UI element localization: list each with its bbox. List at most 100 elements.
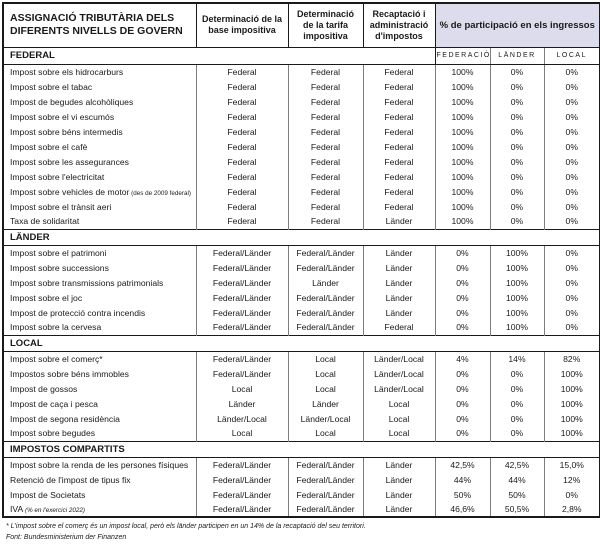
cell-federacio: 42,5%: [435, 457, 491, 472]
section-row: IMPOSTOS COMPARTITS: [3, 440, 600, 458]
cell-federacio: 46,6%: [435, 502, 491, 517]
cell-recaptacio: Länder/Local: [363, 351, 436, 366]
cell-local: 0%: [565, 489, 578, 500]
cell-lander: 50,5%: [490, 502, 545, 517]
cell-recaptacio: Länder: [363, 275, 436, 290]
cell-tarifa: Local: [288, 351, 364, 366]
cell-base: Federal: [196, 184, 289, 199]
cell-lander: 0%: [490, 94, 545, 109]
section-header-federal: FEDERAL: [3, 47, 436, 65]
cell-recaptacio: Länder: [363, 245, 436, 260]
cell-tax-name: Impost de begudes alcohòliques: [3, 94, 197, 109]
cell-lander: 0%: [490, 366, 545, 381]
cell-local: 0%: [565, 262, 578, 273]
cell-tarifa: Local: [288, 366, 364, 381]
cell-tarifa: Federal: [288, 109, 364, 124]
cell-base: Federal: [196, 94, 289, 109]
cell-tax-name: Impost sobre les assegurances: [3, 154, 197, 169]
cell-local: 100%: [560, 398, 583, 409]
cell-federacio: 100%: [435, 109, 491, 124]
cell-base: Local: [196, 381, 289, 396]
cell-recaptacio: Federal: [363, 124, 436, 139]
cell-tax-name: Impost sobre el cafè: [3, 139, 197, 154]
cell-lander: 0%: [490, 214, 545, 229]
cell-local: 100%: [560, 428, 583, 439]
cell-tax-name: Impost sobre la cervesa: [3, 320, 197, 335]
subcolumn-local: LOCAL: [544, 47, 600, 65]
cell-tax-name: Impost sobre vehicles de motor (des de 2…: [3, 184, 197, 199]
cell-base: Federal/Länder: [196, 502, 289, 517]
cell-local: 12%: [563, 474, 581, 485]
table-row: Impost sobre transmissions patrimonials F…: [3, 275, 600, 290]
cell-local: 15,0%: [559, 459, 584, 470]
subcolumn-federacio: FEDERACIÓ: [435, 47, 491, 65]
column-header-recaptacio: Recaptació i administració d'impostos: [363, 3, 436, 48]
section-header-local: LOCAL: [3, 334, 600, 352]
cell-recaptacio: Länder/Local: [363, 366, 436, 381]
cell-lander: 0%: [490, 124, 545, 139]
cell-tarifa: Federal/Länder: [288, 260, 364, 275]
cell-recaptacio: Local: [363, 396, 436, 411]
cell-base: Federal: [196, 154, 289, 169]
cell-tax-name: Impost sobre begudes: [3, 426, 197, 441]
cell-base: Federal: [196, 64, 289, 79]
cell-base: Local: [196, 426, 289, 441]
cell-base: Federal/Länder: [196, 351, 289, 366]
table-row: Impost sobre el patrimoni Federal/Länder F…: [3, 245, 600, 260]
cell-lander: 0%: [490, 109, 545, 124]
table-row: Impost sobre el vi escumós Federal Federal…: [3, 109, 600, 124]
cell-tax-name: Retenció de l'impost de tipus fix: [3, 472, 197, 487]
cell-recaptacio: Federal: [363, 79, 436, 94]
cell-local: 0%: [565, 292, 578, 303]
cell-recaptacio: Länder/Local: [363, 381, 436, 396]
cell-local: 0%: [565, 322, 578, 333]
header-row: ASSIGNACIÓ TRIBUTÀRIA DELS DIFERENTS NIV…: [3, 3, 600, 48]
table-row: Impostos sobre béns immobles Federal/Länd…: [3, 366, 600, 381]
cell-tarifa: Federal/Länder: [288, 320, 364, 335]
cell-recaptacio: Federal: [363, 169, 436, 184]
cell-tax-name: Impost sobre el comerç*: [3, 351, 197, 366]
cell-base: Federal/Länder: [196, 275, 289, 290]
cell-tarifa: Federal: [288, 214, 364, 229]
cell-lander: 0%: [490, 154, 545, 169]
cell-recaptacio: Länder: [363, 290, 436, 305]
cell-tax-name: Impost de protecció contra incendis: [3, 305, 197, 320]
table-row: Impost sobre la renda de les persones fí…: [3, 457, 600, 472]
cell-tax-name: Impost sobre el vi escumós: [3, 109, 197, 124]
cell-lander: 14%: [490, 351, 545, 366]
table-row: Impost de segona residència Länder/Local L…: [3, 411, 600, 426]
cell-base: Federal/Länder: [196, 245, 289, 260]
cell-base: Federal/Länder: [196, 457, 289, 472]
cell-lander: 50%: [490, 487, 545, 502]
cell-lander: 0%: [490, 139, 545, 154]
cell-tarifa: Federal/Länder: [288, 487, 364, 502]
cell-tax-name: Impostos sobre béns immobles: [3, 366, 197, 381]
table-row: Impost sobre successions Federal/Länder Fe…: [3, 260, 600, 275]
cell-local: 0%: [565, 156, 578, 167]
cell-tarifa: Federal/Länder: [288, 290, 364, 305]
cell-federacio: 0%: [435, 245, 491, 260]
cell-tax-name: Taxa de solidaritat: [3, 214, 197, 229]
cell-lander: 0%: [490, 426, 545, 441]
cell-lander: 44%: [490, 472, 545, 487]
cell-tarifa: Federal/Länder: [288, 457, 364, 472]
table-row: Impost sobre el cafè Federal Federal Federa…: [3, 139, 600, 154]
subheader-row: FEDERAL FEDERACIÓ LÄNDER LOCAL: [3, 47, 600, 65]
section-header-impostos-compartits: IMPOSTOS COMPARTITS: [3, 440, 600, 458]
cell-federacio: 0%: [435, 260, 491, 275]
cell-federacio: 100%: [435, 169, 491, 184]
table-row: IVA (% en l'exercici 2022) Federal/Länder…: [3, 502, 600, 517]
cell-federacio: 0%: [435, 320, 491, 335]
cell-recaptacio: Länder: [363, 305, 436, 320]
cell-local: 100%: [560, 368, 583, 379]
cell-base: Federal/Länder: [196, 472, 289, 487]
cell-tarifa: Länder/Local: [288, 411, 364, 426]
cell-tax-name: Impost sobre successions: [3, 260, 197, 275]
cell-tax-name: Impost de caça i pesca: [3, 396, 197, 411]
section-row: LOCAL: [3, 334, 600, 352]
cell-tax-name: Impost sobre béns intermedis: [3, 124, 197, 139]
cell-base: Länder/Local: [196, 411, 289, 426]
cell-tarifa: Federal/Länder: [288, 502, 364, 517]
cell-local: 0%: [565, 247, 578, 258]
cell-local: 0%: [565, 186, 578, 197]
